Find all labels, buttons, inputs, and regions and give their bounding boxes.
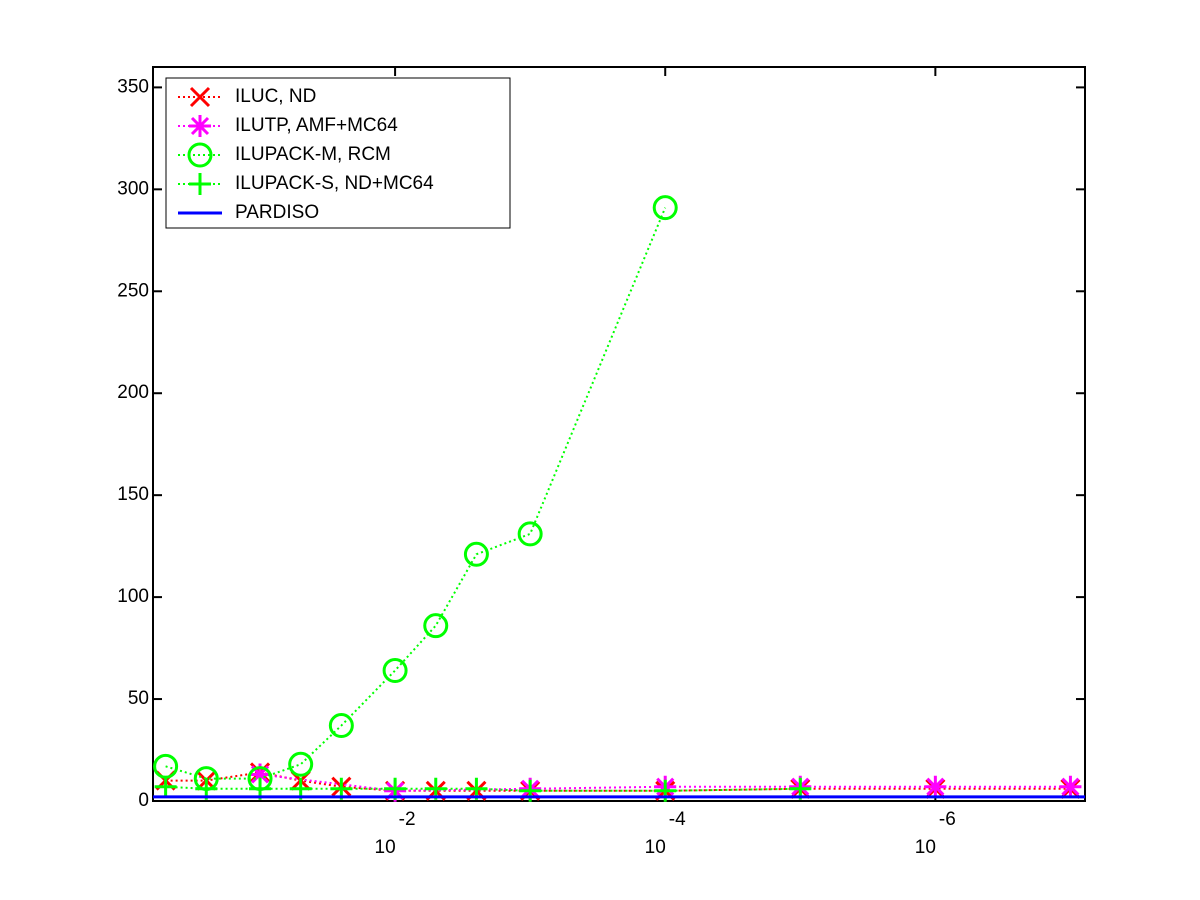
marker bbox=[288, 751, 314, 777]
y-tick-label: 250 bbox=[117, 280, 149, 301]
legend-label: ILUC, ND bbox=[235, 86, 316, 107]
y-tick-label: 150 bbox=[117, 484, 149, 505]
marker bbox=[328, 713, 354, 739]
y-tick-label: 0 bbox=[138, 790, 149, 811]
x-tick-exponent: -6 bbox=[939, 809, 956, 830]
marker bbox=[517, 521, 543, 547]
y-tick-label: 50 bbox=[128, 688, 149, 709]
x-tick-exponent: -2 bbox=[399, 809, 416, 830]
legend-marker bbox=[189, 173, 211, 195]
y-tick-label: 350 bbox=[117, 76, 149, 97]
marker bbox=[924, 775, 947, 798]
marker bbox=[423, 613, 449, 639]
legend-marker bbox=[189, 115, 211, 137]
marker bbox=[1059, 775, 1082, 798]
series-line bbox=[165, 785, 801, 792]
x-tick-base: 10 bbox=[645, 837, 666, 858]
y-tick-label: 200 bbox=[117, 382, 149, 403]
x-tick-base: 10 bbox=[915, 837, 936, 858]
legend-label: PARDISO bbox=[235, 202, 319, 223]
plot-frame bbox=[152, 66, 1086, 802]
legend-marker bbox=[189, 86, 211, 108]
x-tick-base: 10 bbox=[375, 837, 396, 858]
y-tick-label: 300 bbox=[117, 178, 149, 199]
legend-label: ILUPACK-M, RCM bbox=[235, 144, 391, 165]
marker bbox=[154, 775, 177, 798]
marker bbox=[249, 763, 272, 786]
x-tick-exponent: -4 bbox=[669, 809, 686, 830]
marker bbox=[463, 541, 489, 567]
legend-marker bbox=[187, 142, 213, 168]
marker bbox=[652, 195, 678, 221]
marker bbox=[382, 658, 408, 684]
legend-box bbox=[165, 77, 511, 229]
y-tick-label: 100 bbox=[117, 586, 149, 607]
legend-label: ILUTP, AMF+MC64 bbox=[235, 115, 398, 136]
legend-label: ILUPACK-S, ND+MC64 bbox=[235, 173, 434, 194]
